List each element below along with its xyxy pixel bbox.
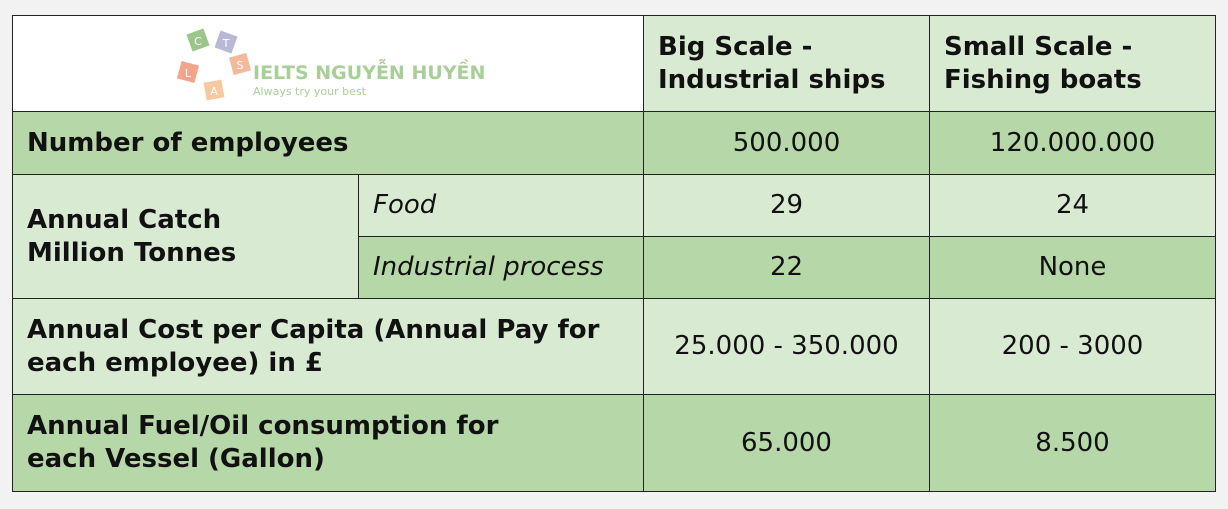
data-table: C T S L A IELTS NGUYỄN HUYỀN Always try … <box>12 15 1216 492</box>
cell: 8.500 <box>929 394 1216 492</box>
row-label: Annual Catch Million Tonnes <box>12 174 359 299</box>
row-label: Annual Cost per Capita (Annual Pay for e… <box>12 298 644 395</box>
logo-tile <box>176 60 200 83</box>
logo-letter: T <box>222 37 230 50</box>
row-label: Annual Fuel/Oil consumption for each Ves… <box>12 394 644 492</box>
row: Number of employees 500.000 120.000.000 <box>12 111 1216 175</box>
logo-tile <box>214 29 238 54</box>
row: Industrial process 22 None <box>13 236 1216 299</box>
logo-tile <box>203 79 225 100</box>
row-label: Number of employees <box>12 111 644 175</box>
logo-letter: C <box>194 35 202 48</box>
row: Annual Catch Million Tonnes Food 29 24 <box>12 174 1216 299</box>
sub-row-label: Food <box>358 174 644 237</box>
logo-tile <box>228 52 252 75</box>
sub-row-label: Industrial process <box>358 236 644 299</box>
logo-letter: L <box>185 67 192 80</box>
logo-cell: C T S L A IELTS NGUYỄN HUYỀN Always try … <box>12 15 644 112</box>
header-row: C T S L A IELTS NGUYỄN HUYỀN Always try … <box>12 15 1216 112</box>
column-header: Big Scale - Industrial ships <box>643 15 930 112</box>
cell: 29 <box>643 174 930 237</box>
cell: None <box>929 236 1216 299</box>
row: Annual Fuel/Oil consumption for each Ves… <box>12 394 1216 492</box>
row: Annual Cost per Capita (Annual Pay for e… <box>12 298 1216 395</box>
cell: 500.000 <box>643 111 930 175</box>
logo-name: IELTS NGUYỄN HUYỀN <box>253 57 485 84</box>
logo-slogan: Always try your best <box>253 85 367 98</box>
cell: 22 <box>643 236 930 299</box>
logo: C T S L A IELTS NGUYỄN HUYỀN Always try … <box>176 27 485 100</box>
cell: 25.000 - 350.000 <box>643 298 930 395</box>
cell: 65.000 <box>643 394 930 492</box>
cell: 200 - 3000 <box>929 298 1216 395</box>
logo-letter: A <box>210 85 218 98</box>
logo-tile <box>186 27 210 52</box>
cell: 120.000.000 <box>929 111 1216 175</box>
cell: 24 <box>929 174 1216 237</box>
logo-letter: S <box>237 59 244 72</box>
column-header: Small Scale - Fishing boats <box>929 15 1216 112</box>
